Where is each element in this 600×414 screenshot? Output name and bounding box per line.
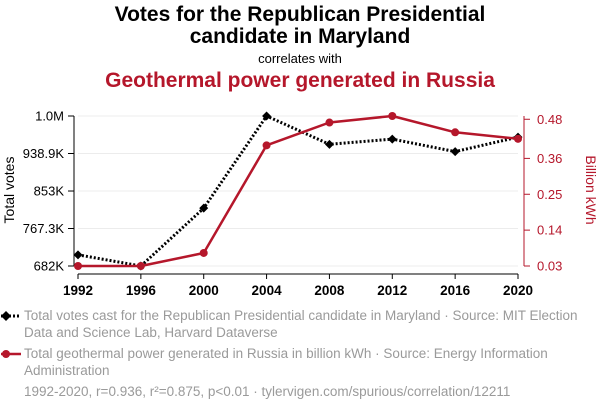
right-axis-label: Billion kWh [583, 155, 599, 224]
x-tick-label: 2004 [252, 283, 283, 298]
footer-stats: 1992-2020, r=0.936, r²=0.875, p<0.01 · t… [24, 384, 511, 399]
legend-entry-geothermal: Total geothermal power generated in Russ… [24, 346, 548, 378]
right-tick-label: 0.25 [537, 187, 562, 202]
data-point-geothermal [136, 262, 145, 270]
data-point-geothermal [325, 118, 334, 127]
data-point-votes [73, 250, 83, 260]
x-tick-label: 2000 [189, 283, 219, 298]
chart-title-line-1: Votes for the Republican Presidential [114, 3, 486, 26]
legend-marker-votes [1, 311, 21, 321]
data-point-votes [324, 139, 334, 149]
data-point-votes [199, 203, 209, 213]
legend-marker-geothermal [1, 350, 21, 358]
chart-title-line-2: candidate in Maryland [189, 25, 411, 48]
left-tick-label: 767.3K [23, 221, 65, 236]
series-line-geothermal [78, 114, 519, 268]
legend-entry-votes: Total votes cast for the Republican Pres… [24, 308, 578, 340]
data-point-geothermal [388, 112, 397, 120]
data-point-geothermal [451, 128, 460, 137]
data-point-geothermal [199, 248, 208, 257]
right-y-axis: 0.48 0.36 0.25 0.14 0.03 [523, 112, 562, 274]
x-tick-label: 2020 [503, 283, 533, 298]
data-point-votes [387, 134, 397, 144]
right-tick-label: 0.14 [537, 223, 562, 238]
chart-canvas: 1.0M 938.9K 853K 767.3K 682K 0.48 0.36 0.25 0.1… [1, 109, 599, 299]
left-tick-label: 1.0M [35, 109, 64, 124]
x-axis: 1992 1996 2000 2004 2008 2012 2016 2020 [63, 273, 533, 298]
left-y-axis: 1.0M 938.9K 853K 767.3K 682K [23, 109, 75, 274]
correlates-with-text: correlates with [258, 51, 342, 66]
left-axis-label: Total votes [1, 157, 17, 224]
x-tick-label: 2012 [377, 283, 407, 298]
series-group [73, 111, 523, 271]
right-tick-label: 0.48 [537, 112, 562, 127]
chart-title-secondary: Geothermal power generated in Russia [105, 69, 495, 92]
gridlines [78, 115, 518, 267]
x-tick-label: 2016 [440, 283, 471, 298]
data-point-votes [262, 111, 272, 121]
x-tick-label: 2008 [314, 283, 345, 298]
data-point-votes [450, 147, 460, 157]
x-tick-label: 1996 [126, 283, 157, 298]
x-tick-label: 1992 [63, 283, 93, 298]
right-tick-label: 0.36 [537, 151, 562, 166]
data-point-geothermal [262, 141, 271, 150]
right-tick-label: 0.03 [537, 259, 562, 274]
data-point-geothermal [74, 262, 82, 270]
left-tick-label: 938.9K [23, 146, 65, 161]
data-point-geothermal [514, 134, 522, 143]
left-tick-label: 853K [34, 184, 65, 199]
left-tick-label: 682K [34, 259, 65, 274]
